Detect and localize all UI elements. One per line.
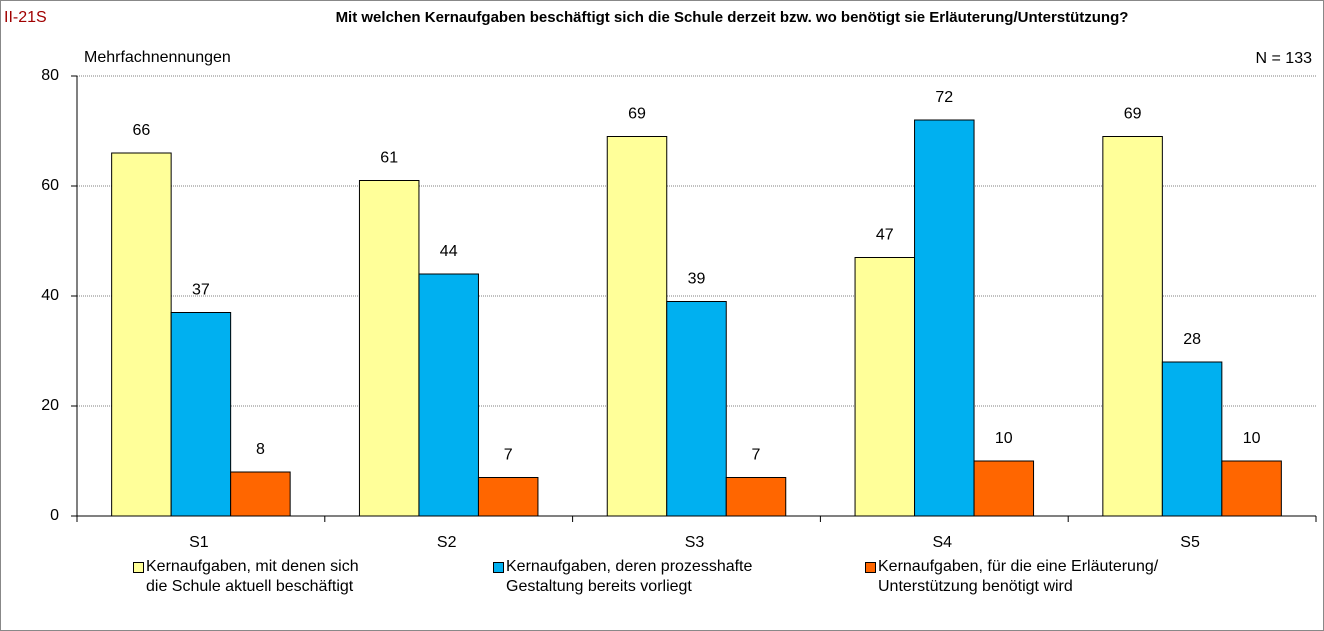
y-tick-label: 20 bbox=[41, 397, 59, 414]
data-label: 8 bbox=[256, 441, 265, 458]
y-tick-label: 40 bbox=[41, 287, 59, 304]
bar bbox=[111, 152, 172, 517]
chart-code: II-21S bbox=[4, 9, 47, 26]
y-tick-label: 60 bbox=[41, 177, 59, 194]
bar bbox=[230, 471, 291, 517]
data-label: 61 bbox=[380, 150, 398, 167]
x-tick-label: S5 bbox=[1180, 534, 1200, 551]
data-label: 44 bbox=[440, 243, 458, 260]
bar bbox=[477, 477, 539, 517]
bar bbox=[418, 273, 479, 517]
bar bbox=[170, 312, 232, 517]
x-tick-label: S1 bbox=[189, 534, 209, 551]
data-label: 66 bbox=[133, 122, 151, 139]
annotation: N = 133 bbox=[1256, 50, 1313, 67]
bar bbox=[854, 257, 916, 517]
data-label: 7 bbox=[752, 447, 761, 464]
bar bbox=[1221, 460, 1282, 517]
data-label: 10 bbox=[995, 430, 1013, 447]
data-label: 7 bbox=[504, 447, 513, 464]
bar bbox=[973, 460, 1035, 517]
legend-label: Kernaufgaben, mit denen sich die Schule … bbox=[146, 558, 359, 595]
data-label: 28 bbox=[1183, 331, 1201, 348]
y-tick-label: 0 bbox=[50, 507, 59, 524]
legend-label: Kernaufgaben, für die eine Erläuterung/ … bbox=[878, 558, 1159, 595]
chart-title: Mit welchen Kernaufgaben beschäftigt sic… bbox=[336, 9, 1129, 26]
legend-swatch bbox=[493, 562, 504, 573]
bar bbox=[725, 477, 787, 517]
bar bbox=[606, 136, 668, 517]
bar bbox=[1161, 361, 1223, 517]
data-label: 39 bbox=[688, 271, 706, 288]
data-label: 72 bbox=[935, 89, 953, 106]
data-label: 47 bbox=[876, 227, 894, 244]
bar bbox=[1102, 136, 1163, 517]
legend-swatch bbox=[865, 562, 876, 573]
x-tick-label: S3 bbox=[685, 534, 705, 551]
legend-swatch bbox=[133, 562, 144, 573]
bar bbox=[666, 301, 727, 517]
data-label: 69 bbox=[628, 106, 646, 123]
data-label: 37 bbox=[192, 282, 210, 299]
bar bbox=[914, 119, 975, 517]
x-tick-label: S2 bbox=[437, 534, 457, 551]
data-label: 69 bbox=[1124, 106, 1142, 123]
legend-label: Kernaufgaben, deren prozesshafte Gestalt… bbox=[506, 558, 753, 595]
x-tick-label: S4 bbox=[933, 534, 953, 551]
y-tick-label: 80 bbox=[41, 67, 59, 84]
bar bbox=[358, 180, 420, 517]
data-label: 10 bbox=[1243, 430, 1261, 447]
subtitle: Mehrfachnennungen bbox=[84, 49, 231, 66]
